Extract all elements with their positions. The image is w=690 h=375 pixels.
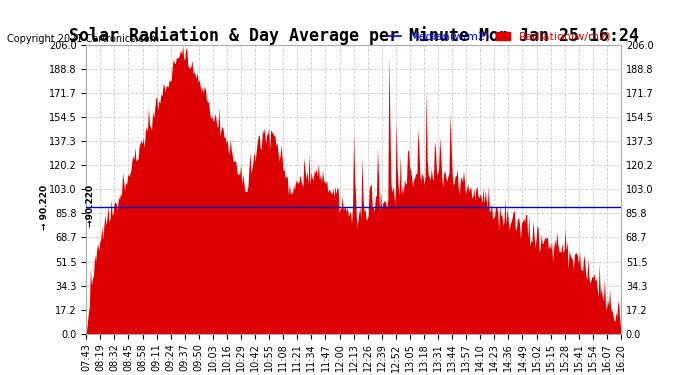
Text: → 90.220: → 90.220 <box>40 185 49 230</box>
Text: →90.220: →90.220 <box>86 185 95 230</box>
Legend: Median(w/m2), Radiation(w/m2): Median(w/m2), Radiation(w/m2) <box>384 27 615 46</box>
Title: Solar Radiation & Day Average per Minute Mon Jan 25 16:24: Solar Radiation & Day Average per Minute… <box>68 26 639 45</box>
Text: Copyright 2021 Cartronics.com: Copyright 2021 Cartronics.com <box>7 34 159 44</box>
